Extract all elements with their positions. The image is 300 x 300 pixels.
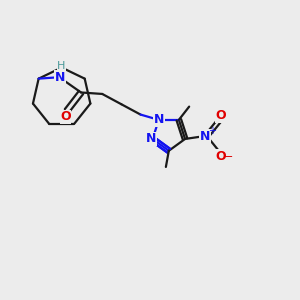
Text: N: N	[55, 71, 65, 84]
Text: N: N	[146, 133, 156, 146]
Text: O: O	[215, 109, 226, 122]
Text: +: +	[208, 126, 216, 136]
Text: O: O	[60, 110, 71, 123]
Text: −: −	[224, 152, 233, 162]
Text: N: N	[200, 130, 210, 142]
Text: O: O	[215, 150, 226, 163]
Text: N: N	[154, 113, 164, 126]
Text: H: H	[57, 61, 65, 71]
